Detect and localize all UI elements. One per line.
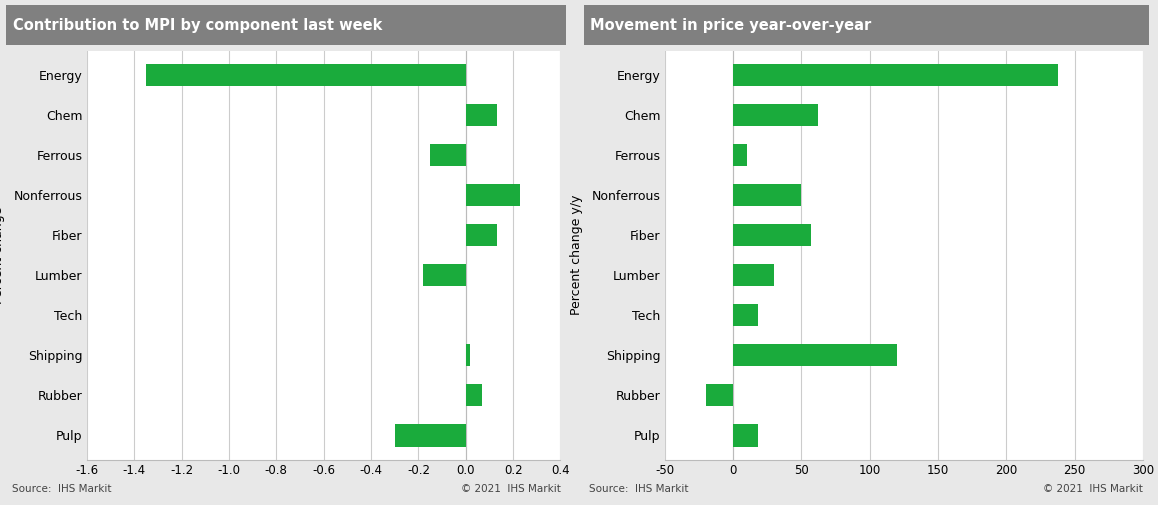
Text: Movement in price year-over-year: Movement in price year-over-year [591,18,872,33]
Bar [733,104,818,126]
Bar [466,384,483,407]
Text: © 2021  IHS Markit: © 2021 IHS Markit [461,484,560,494]
Bar [466,224,497,246]
Bar [733,224,811,246]
Bar [733,304,757,326]
Bar [466,184,520,206]
Bar [733,264,774,286]
Bar [705,384,733,407]
Bar [395,425,466,446]
Bar [733,344,897,366]
Y-axis label: Percent change: Percent change [0,207,6,304]
Bar [431,144,466,166]
Bar [733,144,747,166]
Text: Contribution to MPI by component last week: Contribution to MPI by component last we… [13,18,382,33]
Text: © 2021  IHS Markit: © 2021 IHS Markit [1043,484,1143,494]
Text: Source:  IHS Markit: Source: IHS Markit [589,484,689,494]
Bar [466,104,497,126]
Bar [733,425,757,446]
Bar [146,64,466,85]
Bar [466,344,470,366]
Text: Source:  IHS Markit: Source: IHS Markit [12,484,111,494]
Bar [423,264,466,286]
Y-axis label: Percent change y/y: Percent change y/y [571,195,584,315]
Bar [733,184,801,206]
Bar [733,64,1058,85]
